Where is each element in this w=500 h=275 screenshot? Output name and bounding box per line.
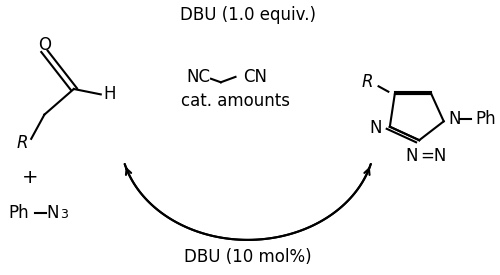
Text: +: + bbox=[22, 168, 38, 188]
Text: DBU (1.0 equiv.): DBU (1.0 equiv.) bbox=[180, 6, 316, 24]
Text: N: N bbox=[448, 110, 461, 128]
Text: Ph: Ph bbox=[475, 110, 496, 128]
Text: O: O bbox=[38, 35, 51, 54]
Text: N: N bbox=[46, 204, 59, 222]
Text: DBU (10 mol%): DBU (10 mol%) bbox=[184, 248, 312, 266]
Text: N: N bbox=[406, 147, 418, 165]
Text: NC: NC bbox=[187, 68, 211, 86]
Text: R: R bbox=[16, 134, 28, 152]
Text: R: R bbox=[362, 73, 374, 91]
Text: N: N bbox=[370, 119, 382, 137]
Text: Ph: Ph bbox=[8, 204, 29, 222]
Text: H: H bbox=[104, 86, 116, 103]
Text: cat. amounts: cat. amounts bbox=[181, 92, 290, 110]
Text: =N: =N bbox=[420, 147, 447, 165]
Text: 3: 3 bbox=[60, 208, 68, 221]
Text: CN: CN bbox=[243, 68, 267, 86]
